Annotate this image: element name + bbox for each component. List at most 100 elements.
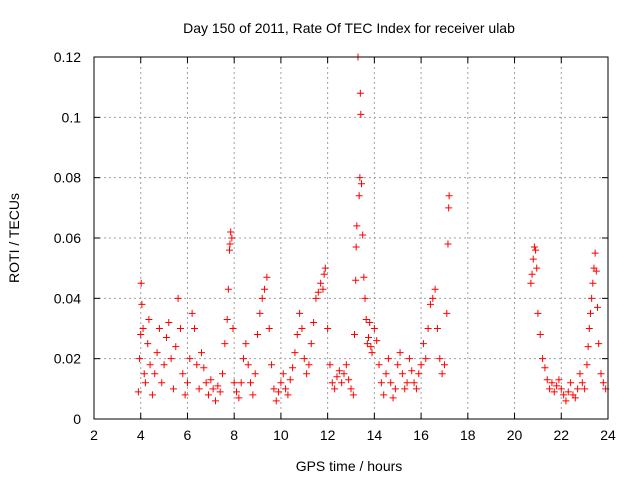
- data-point: [307, 340, 315, 348]
- data-point: [593, 303, 601, 311]
- data-point: [377, 379, 385, 387]
- data-point: [151, 370, 159, 378]
- data-point: [137, 331, 145, 339]
- data-point: [419, 340, 427, 348]
- data-point: [370, 325, 378, 332]
- data-point: [387, 379, 395, 387]
- data-point: [275, 388, 283, 396]
- data-point: [258, 294, 266, 302]
- data-point: [138, 300, 146, 308]
- data-point: [340, 370, 348, 378]
- data-point: [355, 192, 363, 200]
- data-point: [588, 294, 596, 302]
- data-point: [223, 315, 231, 323]
- data-point: [291, 349, 299, 357]
- data-point: [229, 325, 237, 332]
- data-point: [534, 309, 542, 317]
- data-point: [303, 370, 311, 378]
- x-tick-label: 16: [413, 427, 429, 443]
- data-point: [247, 379, 255, 387]
- data-point: [444, 240, 452, 248]
- x-tick-label: 20: [507, 427, 523, 443]
- data-point: [193, 361, 201, 369]
- data-point: [226, 240, 234, 248]
- data-point: [139, 325, 147, 332]
- data-point: [560, 391, 568, 399]
- data-point: [233, 388, 241, 396]
- data-point: [317, 279, 325, 287]
- data-point: [261, 285, 269, 293]
- data-point: [351, 331, 359, 339]
- data-point: [324, 325, 332, 332]
- data-point: [375, 361, 383, 369]
- y-tick-label: 0.08: [54, 170, 81, 186]
- data-point: [557, 385, 565, 393]
- data-point: [314, 288, 322, 296]
- data-point: [242, 340, 250, 348]
- data-point: [373, 337, 381, 345]
- x-tick-label: 10: [273, 427, 289, 443]
- data-point: [207, 376, 215, 384]
- data-points: [134, 53, 610, 405]
- data-point: [162, 334, 170, 342]
- data-point: [352, 276, 360, 284]
- data-point: [321, 264, 329, 272]
- data-point: [592, 267, 600, 275]
- data-point: [352, 243, 360, 251]
- data-point: [584, 343, 592, 351]
- data-point: [270, 385, 278, 393]
- data-point: [412, 385, 420, 393]
- data-point: [211, 397, 219, 405]
- data-point: [221, 340, 229, 348]
- data-point: [331, 385, 339, 393]
- data-point: [567, 379, 575, 387]
- data-point: [367, 343, 375, 351]
- data-point: [426, 300, 434, 308]
- data-point: [202, 379, 210, 387]
- data-point: [365, 334, 373, 342]
- data-point: [595, 340, 603, 348]
- data-point: [530, 243, 538, 251]
- data-point: [326, 361, 334, 369]
- data-point: [319, 285, 327, 293]
- data-point: [226, 246, 234, 254]
- data-point: [362, 315, 370, 323]
- data-point: [562, 397, 570, 405]
- data-point: [335, 367, 343, 375]
- data-point: [136, 355, 144, 363]
- data-point: [527, 279, 535, 287]
- data-point: [533, 264, 541, 272]
- data-point: [300, 355, 308, 363]
- data-point: [172, 343, 180, 351]
- x-tick-label: 2: [90, 427, 98, 443]
- data-point: [436, 355, 444, 363]
- data-point: [345, 376, 353, 384]
- data-point: [145, 315, 153, 323]
- data-point: [574, 385, 582, 393]
- data-point: [312, 294, 320, 302]
- data-point: [251, 370, 259, 378]
- data-point: [310, 318, 318, 326]
- data-point: [289, 364, 297, 372]
- y-tick-label: 0.04: [54, 290, 81, 306]
- data-point: [408, 367, 416, 375]
- data-point: [268, 361, 276, 369]
- data-point: [181, 391, 189, 399]
- data-point: [359, 231, 367, 239]
- data-point: [235, 394, 243, 402]
- data-point: [358, 180, 366, 188]
- data-point: [338, 379, 346, 387]
- y-tick-label: 0.02: [54, 351, 81, 367]
- data-point: [415, 370, 423, 378]
- data-point: [244, 361, 252, 369]
- data-point: [532, 246, 540, 254]
- data-point: [410, 379, 418, 387]
- data-point: [433, 325, 441, 332]
- y-axis-label: ROTI / TECUs: [6, 193, 22, 283]
- data-point: [528, 270, 536, 278]
- data-point: [134, 388, 142, 396]
- chart-title: Day 150 of 2011, Rate Of TEC Index for r…: [183, 20, 515, 36]
- data-point: [398, 370, 406, 378]
- data-point: [589, 279, 597, 287]
